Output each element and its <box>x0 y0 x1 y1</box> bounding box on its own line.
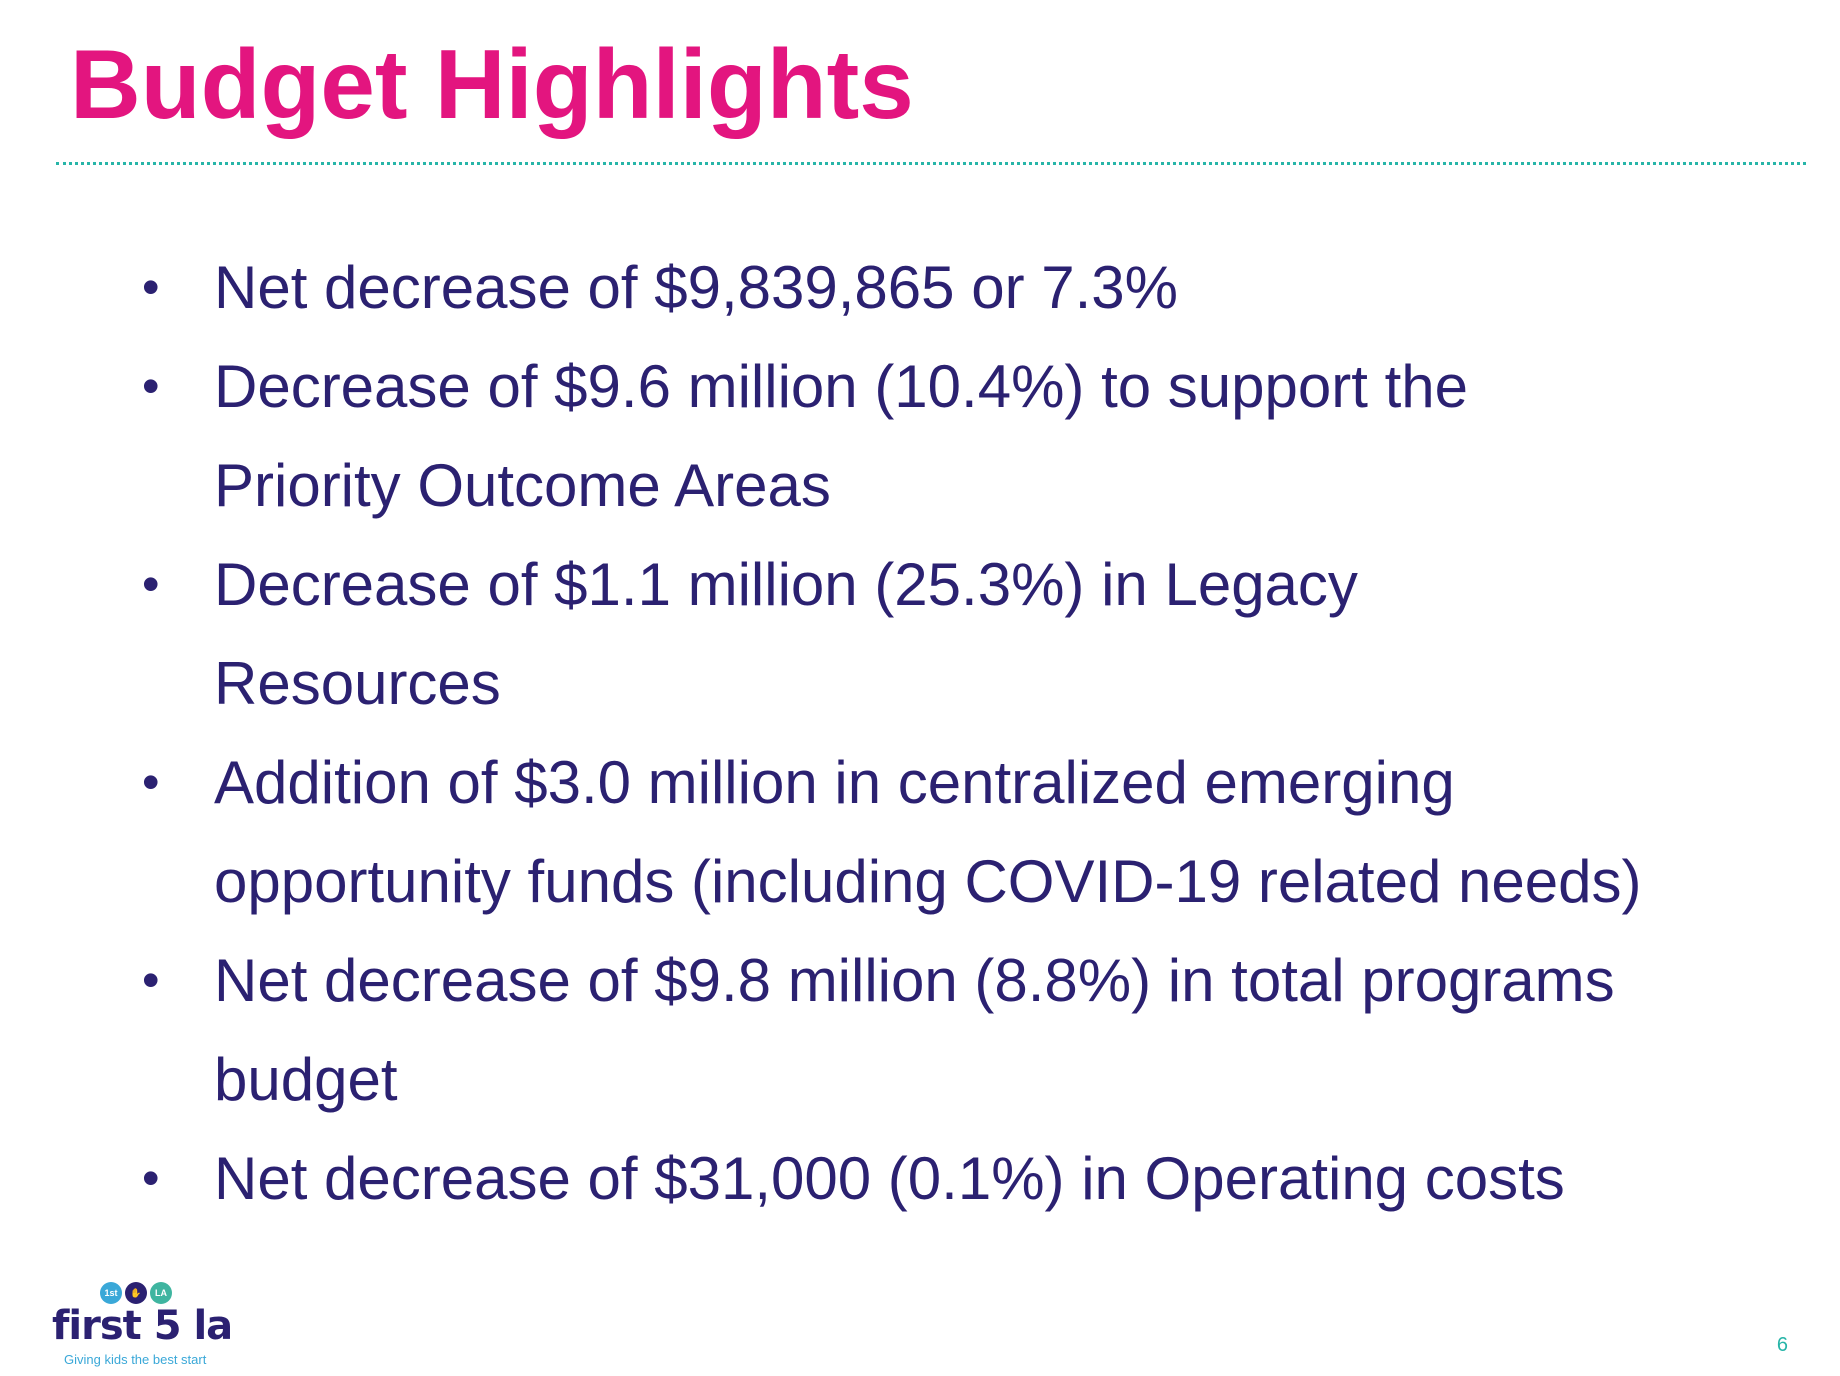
bullet-text-line: Net decrease of $31,000 (0.1%) in Operat… <box>214 1145 1565 1212</box>
bullet-marker-icon: • <box>142 358 160 414</box>
title-divider <box>56 162 1806 165</box>
bullet-text-line: opportunity funds (including COVID-19 re… <box>214 848 1642 915</box>
bullet-text-line: Decrease of $9.6 million (10.4%) to supp… <box>214 353 1468 420</box>
bullet-item: • Addition of $3.0 million in centralize… <box>140 733 1740 931</box>
logo-wordmark: first 5 la <box>52 1303 233 1349</box>
logo-tagline: Giving kids the best start <box>64 1352 207 1367</box>
bullet-item: • Decrease of $9.6 million (10.4%) to su… <box>140 337 1740 535</box>
bullet-marker-icon: • <box>142 1150 160 1206</box>
bullet-item: • Net decrease of $9,839,865 or 7.3% <box>140 238 1740 337</box>
page-number: 6 <box>1776 1334 1788 1356</box>
bullet-text-line: Resources <box>214 650 501 717</box>
bullet-item: • Decrease of $1.1 million (25.3%) in Le… <box>140 535 1740 733</box>
logo-badges: 1st ✋ LA <box>100 1282 172 1304</box>
bullet-text-line: Priority Outcome Areas <box>214 452 831 519</box>
logo-badge-hand-icon: ✋ <box>125 1282 147 1304</box>
bullet-marker-icon: • <box>142 754 160 810</box>
bullet-text-line: budget <box>214 1046 398 1113</box>
bullet-item: • Net decrease of $31,000 (0.1%) in Oper… <box>140 1129 1740 1228</box>
bullet-text-line: Decrease of $1.1 million (25.3%) in Lega… <box>214 551 1358 618</box>
bullet-text-line: Net decrease of $9.8 million (8.8%) in t… <box>214 947 1615 1014</box>
first5la-logo: 1st ✋ LA first 5 la Giving kids the best… <box>52 1282 242 1368</box>
bullet-marker-icon: • <box>142 556 160 612</box>
slide-title: Budget Highlights <box>70 29 914 139</box>
bullet-marker-icon: • <box>142 952 160 1008</box>
logo-badge-1st-icon: 1st <box>100 1282 122 1304</box>
bullet-marker-icon: • <box>142 259 160 315</box>
bullet-list: • Net decrease of $9,839,865 or 7.3% • D… <box>140 238 1740 1228</box>
logo-badge-la-icon: LA <box>150 1282 172 1304</box>
bullet-text-line: Net decrease of $9,839,865 or 7.3% <box>214 254 1178 321</box>
bullet-item: • Net decrease of $9.8 million (8.8%) in… <box>140 931 1740 1129</box>
bullet-text-line: Addition of $3.0 million in centralized … <box>214 749 1455 816</box>
